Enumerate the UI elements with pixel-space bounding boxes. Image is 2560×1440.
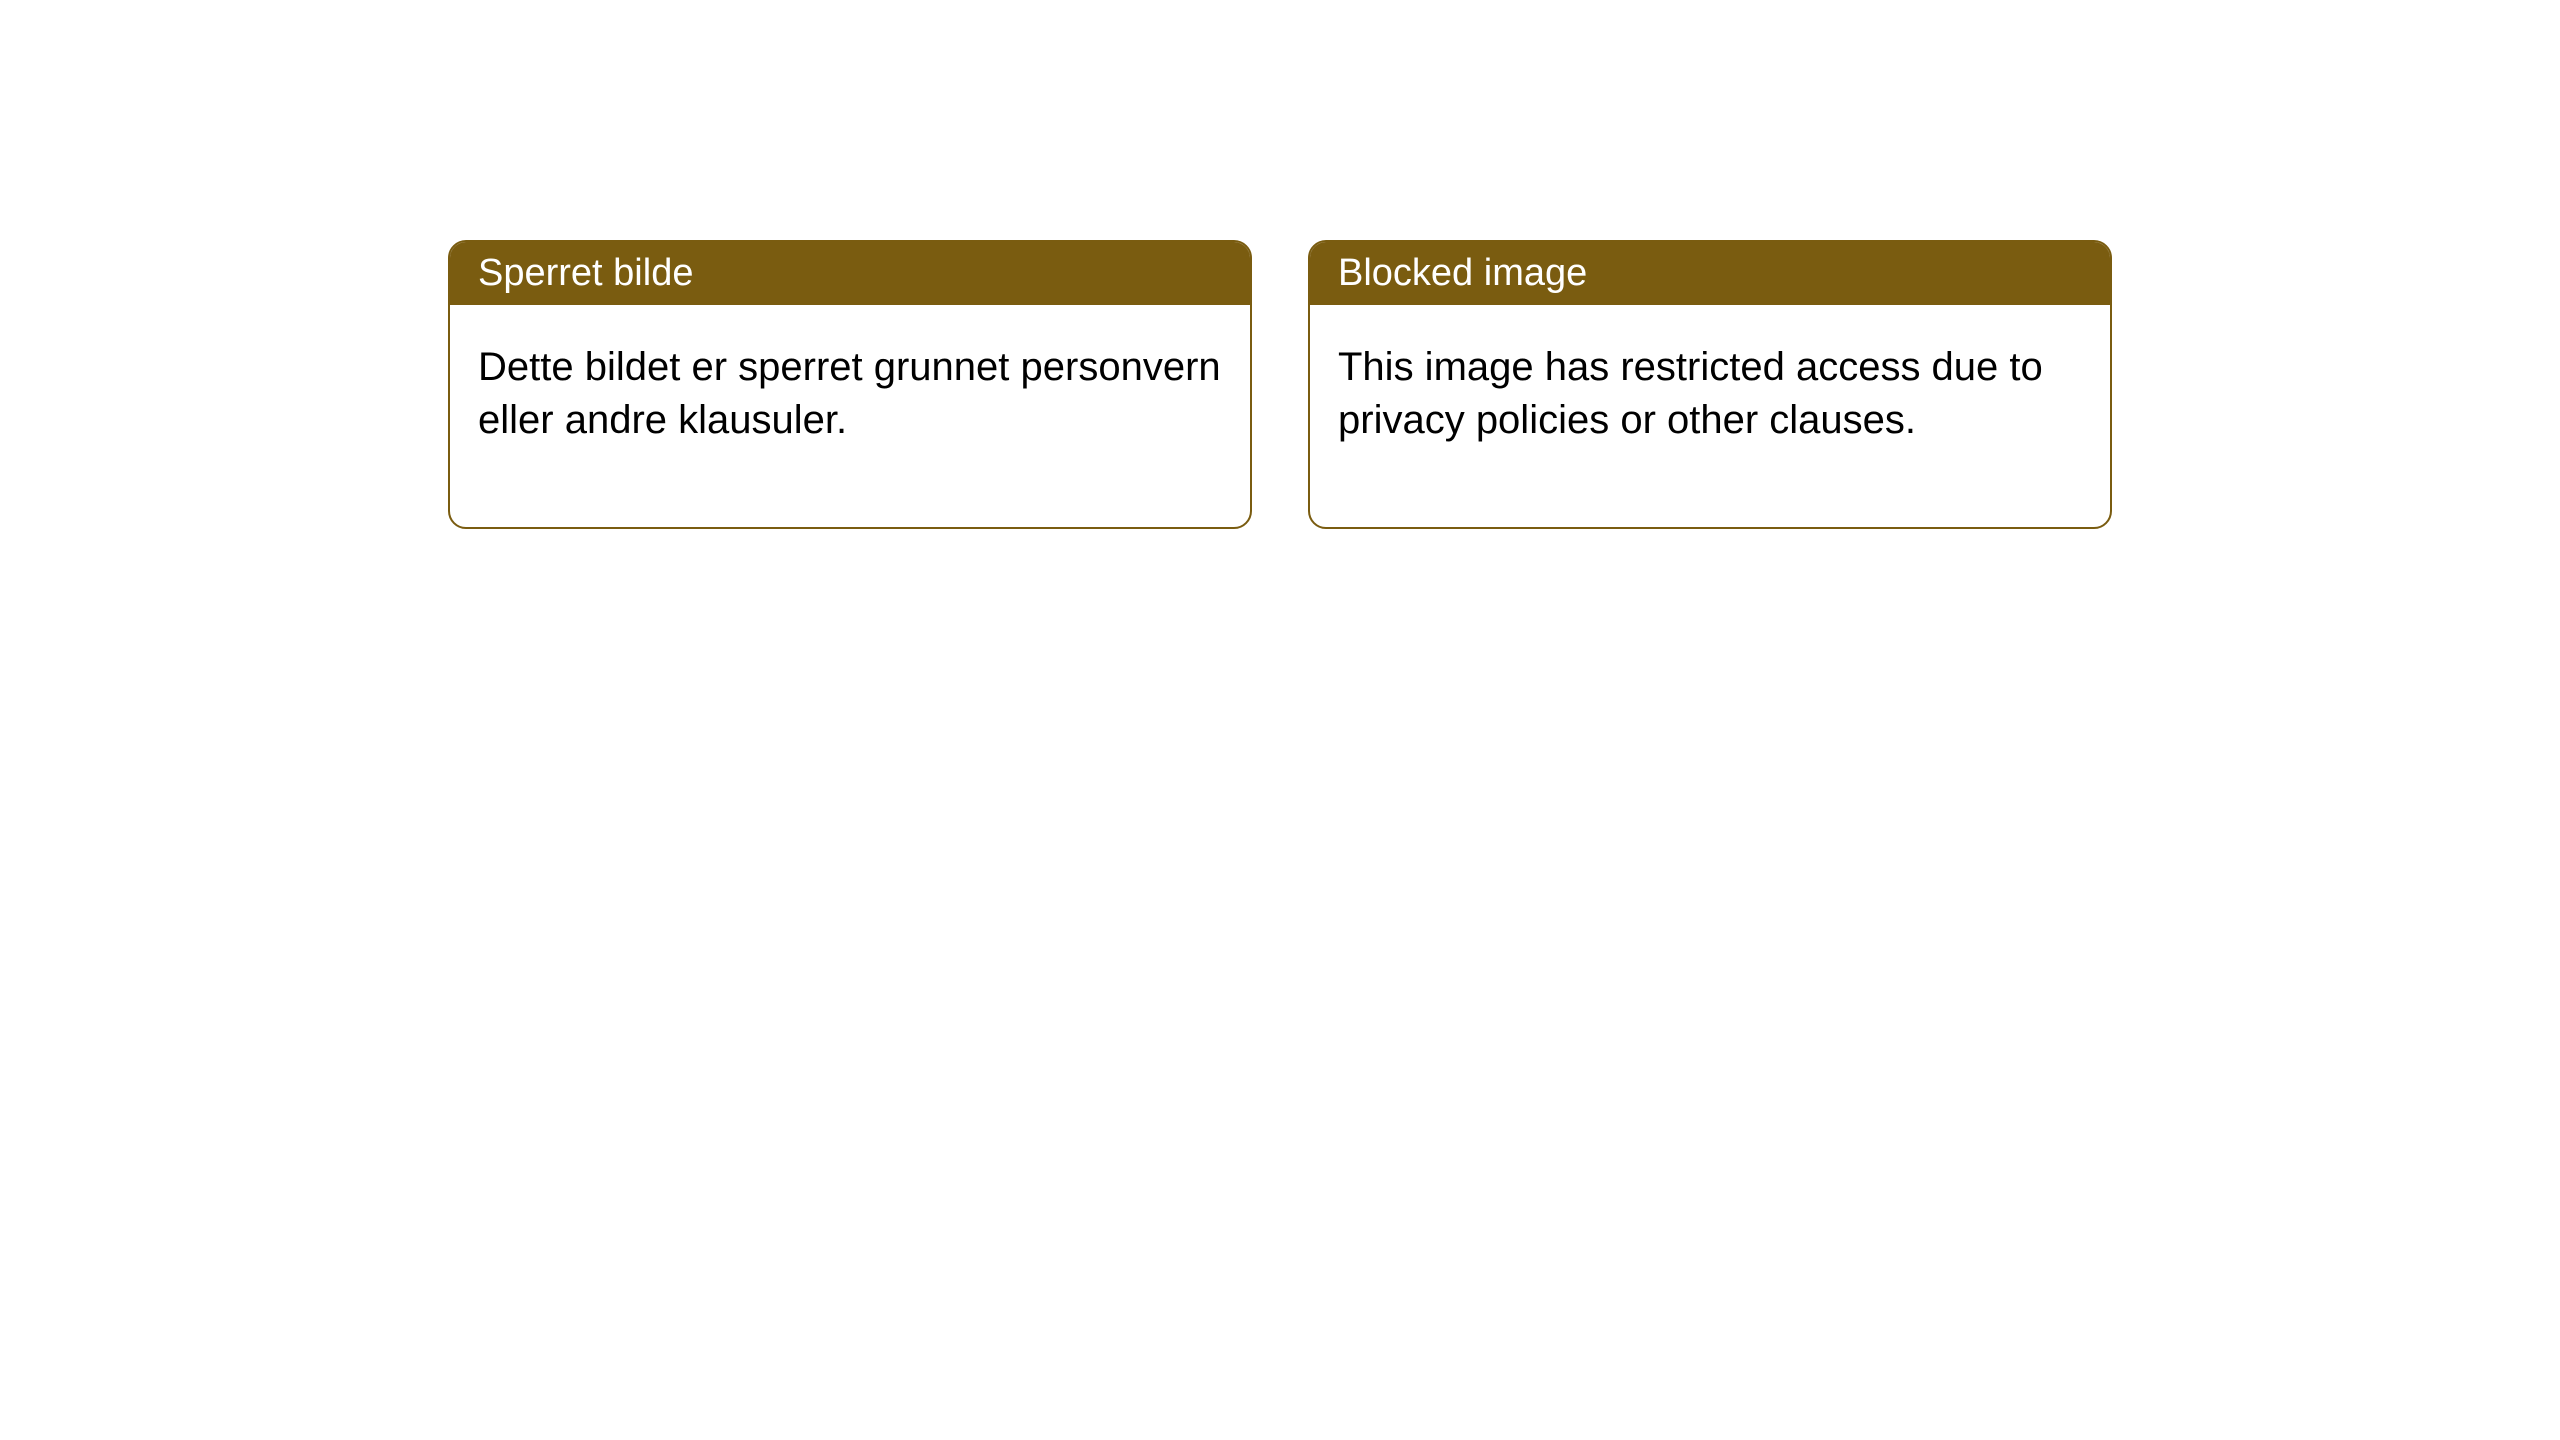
notice-card-english: Blocked image This image has restricted … (1308, 240, 2112, 529)
notice-header: Sperret bilde (450, 242, 1250, 305)
notice-card-norwegian: Sperret bilde Dette bildet er sperret gr… (448, 240, 1252, 529)
notice-container: Sperret bilde Dette bildet er sperret gr… (0, 0, 2560, 529)
notice-header: Blocked image (1310, 242, 2110, 305)
notice-body: This image has restricted access due to … (1310, 305, 2110, 527)
notice-body: Dette bildet er sperret grunnet personve… (450, 305, 1250, 527)
